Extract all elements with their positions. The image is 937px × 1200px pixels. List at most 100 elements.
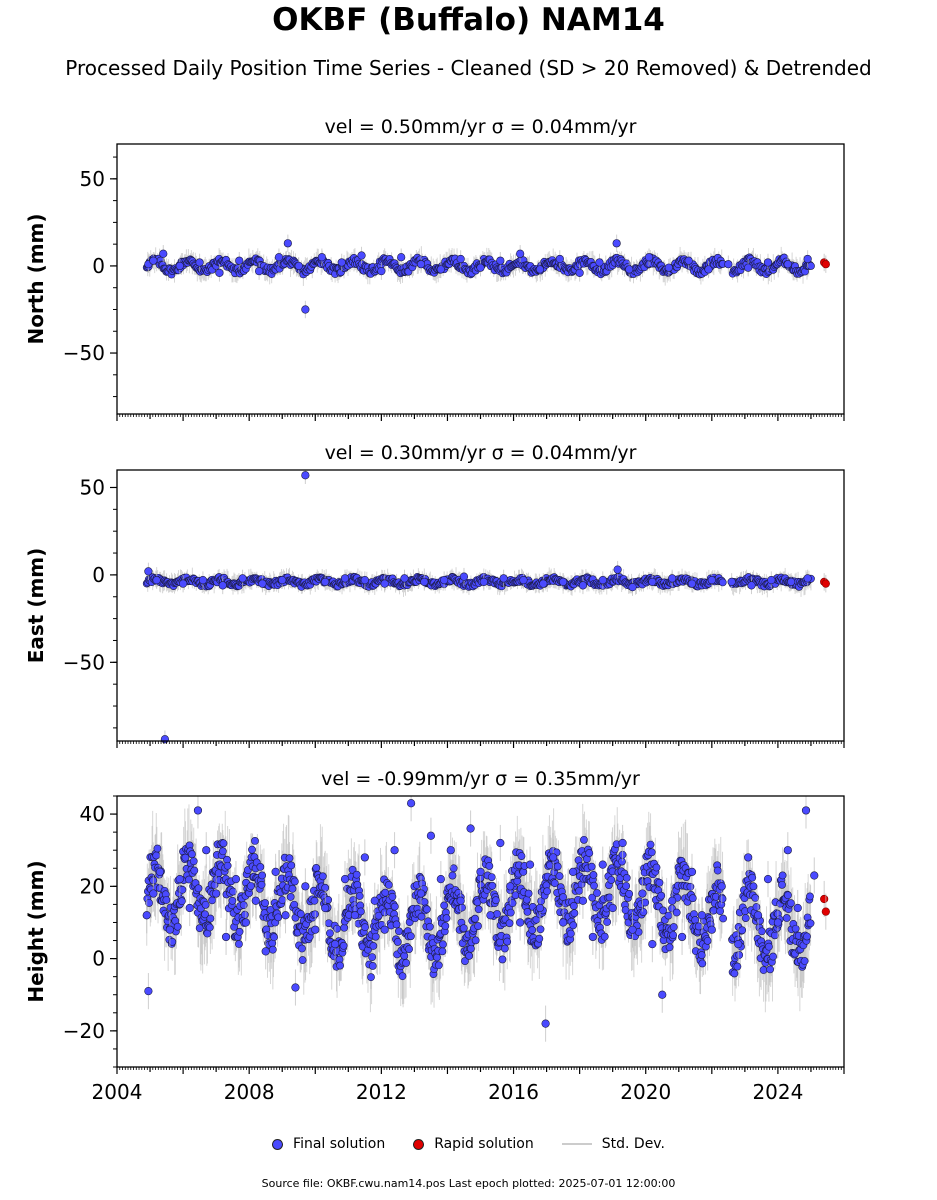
final-solution-point bbox=[648, 577, 657, 586]
final-solution-point bbox=[298, 956, 307, 964]
final-solution-point bbox=[361, 923, 369, 932]
final-solution-point bbox=[516, 249, 525, 258]
final-solution-point bbox=[368, 953, 377, 962]
final-solution-point bbox=[294, 261, 303, 271]
final-solution-point bbox=[340, 574, 350, 583]
final-solution-point bbox=[235, 927, 244, 936]
final-solution-point bbox=[195, 924, 204, 933]
final-solution-point bbox=[783, 260, 792, 269]
final-solution-point bbox=[215, 268, 224, 278]
final-solution-point bbox=[613, 565, 622, 574]
final-solution-point bbox=[321, 577, 330, 586]
final-solution-point bbox=[324, 895, 333, 904]
final-solution-point bbox=[628, 583, 637, 592]
final-solution-point bbox=[559, 577, 568, 586]
final-solution-point bbox=[727, 577, 736, 586]
north-panel-title: vel = 0.50mm/yr σ = 0.04mm/yr bbox=[325, 116, 637, 138]
final-solution-point bbox=[367, 973, 375, 982]
final-solution-point bbox=[278, 896, 287, 904]
final-solution-point bbox=[258, 579, 267, 588]
y-tick-label: 50 bbox=[80, 475, 105, 499]
final-solution-point bbox=[578, 581, 588, 590]
final-solution-point bbox=[185, 875, 193, 884]
final-solution-point bbox=[384, 880, 393, 889]
final-solution-point bbox=[290, 877, 299, 886]
final-solution-point bbox=[301, 305, 310, 314]
final-solution-point bbox=[400, 574, 409, 583]
final-solution-point bbox=[539, 579, 548, 588]
final-solution-point bbox=[744, 263, 753, 272]
final-solution-point bbox=[668, 574, 677, 583]
final-solution-point bbox=[248, 845, 256, 854]
final-solution-point bbox=[803, 254, 812, 264]
final-solution-point bbox=[397, 253, 406, 262]
final-solution-point bbox=[190, 866, 199, 875]
final-solution-point bbox=[767, 576, 776, 585]
final-solution-point bbox=[371, 932, 380, 941]
final-solution-point bbox=[575, 268, 584, 278]
final-solution-point bbox=[436, 265, 445, 274]
final-solution-point bbox=[405, 945, 413, 953]
final-solution-point bbox=[392, 920, 401, 929]
y-tick-label: 0 bbox=[92, 563, 105, 587]
final-solution-point bbox=[724, 260, 733, 269]
final-solution-point bbox=[704, 265, 713, 274]
final-solution-point bbox=[228, 896, 237, 905]
height-panel-title: vel = -0.99mm/yr σ = 0.35mm/yr bbox=[321, 768, 640, 790]
final-solution-point bbox=[219, 839, 228, 848]
final-solution-point bbox=[535, 265, 545, 274]
final-solution-point bbox=[238, 574, 247, 583]
final-solution-point bbox=[417, 912, 426, 921]
final-solution-point bbox=[160, 735, 170, 744]
final-solution-point bbox=[625, 265, 634, 274]
final-solution-point bbox=[420, 577, 429, 586]
final-solution-point bbox=[258, 871, 267, 880]
final-solution-point bbox=[355, 892, 364, 900]
final-solution-point bbox=[274, 913, 283, 922]
final-solution-point bbox=[246, 882, 255, 890]
final-solution-point bbox=[152, 576, 161, 585]
final-solution-point bbox=[336, 961, 344, 970]
final-solution-point bbox=[178, 579, 188, 588]
final-solution-point bbox=[380, 579, 389, 588]
final-solution-point bbox=[555, 254, 564, 264]
final-solution-point bbox=[198, 576, 208, 585]
final-solution-point bbox=[288, 884, 297, 893]
final-solution-point bbox=[595, 258, 604, 267]
final-solution-point bbox=[268, 945, 277, 954]
final-solution-point bbox=[664, 263, 673, 272]
final-solution-point bbox=[168, 937, 177, 946]
east-panel-title: vel = 0.30mm/yr σ = 0.04mm/yr bbox=[325, 442, 637, 464]
final-solution-point bbox=[393, 938, 402, 946]
east-plot-frame bbox=[116, 469, 845, 742]
final-solution-point bbox=[318, 872, 327, 881]
final-solution-point bbox=[235, 256, 244, 265]
final-solution-point bbox=[803, 574, 812, 583]
final-solution-point bbox=[218, 581, 227, 590]
final-solution-point bbox=[684, 256, 693, 265]
y-tick-label: −50 bbox=[63, 650, 105, 674]
final-solution-point bbox=[159, 249, 168, 258]
final-solution-point bbox=[352, 870, 361, 879]
final-solution-point bbox=[326, 929, 334, 938]
final-solution-point bbox=[368, 962, 377, 970]
final-solution-point bbox=[496, 256, 505, 265]
final-solution-point bbox=[206, 914, 215, 923]
final-solution-point bbox=[310, 896, 319, 905]
east-y-axis-label: East (mm) bbox=[24, 548, 48, 664]
final-solution-point bbox=[162, 896, 171, 904]
final-solution-point bbox=[456, 254, 465, 264]
rapid-solution-point bbox=[821, 260, 830, 269]
final-solution-point bbox=[440, 576, 449, 585]
final-solution-point bbox=[287, 861, 296, 870]
final-solution-point bbox=[360, 576, 369, 585]
final-solution-point bbox=[189, 857, 198, 866]
final-solution-point bbox=[296, 910, 305, 918]
final-solution-point bbox=[270, 933, 278, 942]
final-solution-point bbox=[201, 900, 210, 909]
final-solution-point bbox=[240, 910, 249, 919]
final-solution-point bbox=[223, 861, 232, 870]
final-solution-point bbox=[687, 579, 697, 588]
final-solution-point bbox=[177, 897, 186, 906]
final-solution-point bbox=[747, 581, 756, 590]
